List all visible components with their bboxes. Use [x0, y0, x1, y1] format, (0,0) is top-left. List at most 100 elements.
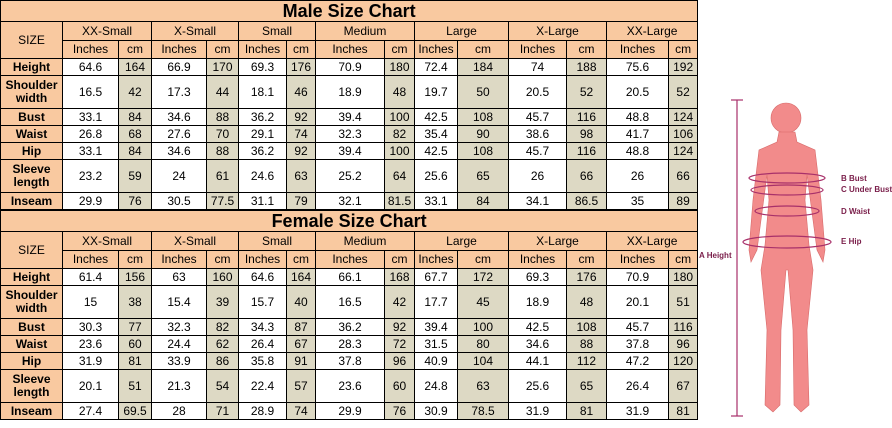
unit-cm: cm	[118, 250, 152, 269]
cell: 18.9	[508, 285, 567, 319]
cell: 100	[384, 142, 415, 160]
measure-row: Height 64.6 164 66.9 170 69.3 176 70.9 180 72.4 18…	[0, 58, 699, 76]
unit-row: Inches cm Inches cm Inches cm Inches cm Inches cm…	[1, 40, 699, 59]
cell: 23.6	[315, 369, 385, 403]
cell: 42.5	[414, 142, 458, 160]
size-header: SIZE	[0, 231, 63, 269]
cell: 108	[457, 142, 509, 160]
size-name: Medium	[315, 231, 415, 251]
cell: 156	[118, 268, 152, 286]
cell: 91	[286, 352, 316, 370]
cell: 34.6	[151, 108, 207, 126]
measure-row: Hip 31.9 81 33.9 86 35.8 91 37.8 96 40.9 104 44.1 11…	[0, 352, 699, 370]
cell: 63	[457, 369, 509, 403]
cell: 63	[286, 159, 316, 193]
cell: 59	[118, 159, 152, 193]
cell: 64.6	[238, 268, 287, 286]
cell: 35	[606, 192, 669, 210]
unit-inches: Inches	[151, 250, 207, 269]
cell: 31.1	[238, 192, 287, 210]
cell: 45.7	[606, 318, 669, 336]
unit-cm: cm	[286, 40, 316, 59]
cell: 23.6	[62, 335, 119, 353]
row-label: Sleeve length	[0, 159, 63, 193]
cell: 66.9	[151, 58, 207, 76]
cell: 84	[118, 142, 152, 160]
cell: 37.8	[315, 352, 385, 370]
unit-cm: cm	[566, 40, 607, 59]
cell: 27.4	[62, 402, 119, 420]
cell: 108	[566, 318, 607, 336]
cell: 74	[286, 125, 316, 143]
cell: 48.8	[606, 108, 669, 126]
size-row: SIZE XX-Small X-Small Small Medium Large X-Lar…	[0, 21, 699, 59]
cell: 92	[384, 318, 415, 336]
cell: 36.2	[238, 142, 287, 160]
cell: 36.2	[315, 318, 385, 336]
cell: 72	[384, 335, 415, 353]
cell: 65	[457, 159, 509, 193]
unit-cm: cm	[206, 250, 239, 269]
cell: 81.5	[384, 192, 415, 210]
unit-inches: Inches	[508, 250, 567, 269]
size-name: XX-Large	[605, 231, 699, 251]
cell: 30.3	[62, 318, 119, 336]
cell: 51	[667, 285, 699, 319]
cell: 37.8	[606, 335, 669, 353]
cell: 89	[667, 192, 699, 210]
cell: 81	[118, 352, 152, 370]
size-name: X-Small	[151, 21, 239, 41]
unit-inches: Inches	[508, 40, 567, 59]
unit-cm: cm	[667, 250, 699, 269]
cell: 25.6	[508, 369, 567, 403]
cell: 88	[206, 142, 239, 160]
cell: 40	[286, 285, 316, 319]
size-name: Small	[238, 231, 316, 251]
cell: 92	[286, 108, 316, 126]
cell: 82	[384, 125, 415, 143]
cell: 28.9	[238, 402, 287, 420]
cell: 48	[384, 75, 415, 109]
cell: 81	[566, 402, 607, 420]
cell: 172	[457, 268, 509, 286]
size-name: Medium	[315, 21, 415, 41]
cell: 36.2	[238, 108, 287, 126]
cell: 20.5	[606, 75, 669, 109]
cell: 25.2	[315, 159, 385, 193]
cell: 67.7	[414, 268, 458, 286]
size-row: SIZE XX-Small X-Small Small Medium Large X-Lar…	[0, 231, 699, 269]
cell: 33.1	[62, 108, 119, 126]
cell: 42.5	[508, 318, 567, 336]
cell: 74	[286, 402, 316, 420]
unit-inches: Inches	[62, 250, 119, 269]
cell: 44	[206, 75, 239, 109]
cell: 32.3	[151, 318, 207, 336]
cell: 16.5	[62, 75, 119, 109]
cell: 71	[206, 402, 239, 420]
cell: 42.5	[414, 108, 458, 126]
measure-row: Waist 26.8 68 27.6 70 29.1 74 32.3 82 35.4 90 38.6 9…	[0, 125, 699, 143]
cell: 48.8	[606, 142, 669, 160]
cell: 106	[667, 125, 699, 143]
cell: 76	[384, 402, 415, 420]
cell: 24	[151, 159, 207, 193]
cell: 64	[384, 159, 415, 193]
unit-cm: cm	[457, 250, 509, 269]
cell: 180	[667, 268, 699, 286]
cell: 39.4	[315, 108, 385, 126]
row-label: Hip	[0, 352, 63, 370]
row-label: Inseam	[0, 402, 63, 420]
cell: 77.5	[206, 192, 239, 210]
cell: 38.6	[508, 125, 567, 143]
measure-row: Bust 33.1 84 34.6 88 36.2 92 39.4 100 42.5 108 45.7…	[0, 108, 699, 126]
cell: 20.1	[62, 369, 119, 403]
cell: 81	[667, 402, 699, 420]
row-label: Height	[0, 268, 63, 286]
unit-inches: Inches	[238, 40, 287, 59]
cell: 180	[384, 58, 415, 76]
cell: 116	[667, 318, 699, 336]
cell: 164	[286, 268, 316, 286]
cell: 33.1	[62, 142, 119, 160]
size-name: X-Small	[151, 231, 239, 251]
cell: 77	[118, 318, 152, 336]
